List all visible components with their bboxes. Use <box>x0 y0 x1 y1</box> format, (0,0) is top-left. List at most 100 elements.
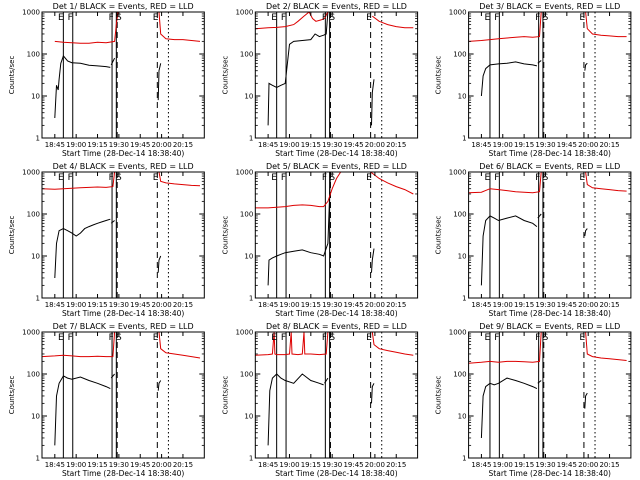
x-tick-label: 20:00 <box>365 301 385 309</box>
event-marker-label: E <box>58 13 64 23</box>
y-tick-label: 1000 <box>22 9 40 17</box>
event-marker-label: S <box>543 13 549 23</box>
event-marker-label: E <box>153 173 159 183</box>
x-axis-label: Start Time (28-Dec-14 18:38:40) <box>62 469 184 478</box>
events-series-line <box>267 172 331 286</box>
event-marker-label: E <box>153 13 159 23</box>
panel-title: Det 5/ BLACK = Events, RED = LLD <box>266 162 407 171</box>
x-tick-label: 20:00 <box>151 301 171 309</box>
y-tick-label: 10 <box>458 93 467 101</box>
x-tick-label: 19:15 <box>87 461 107 469</box>
x-tick-label: 18:45 <box>258 141 278 149</box>
y-tick-label: 100 <box>27 211 40 219</box>
x-tick-label: 18:45 <box>471 461 491 469</box>
x-tick-label: 19:00 <box>279 141 299 149</box>
x-tick-label: 19:15 <box>301 141 321 149</box>
x-tick-label: 18:45 <box>45 461 65 469</box>
x-tick-label: 19:30 <box>322 301 342 309</box>
y-tick-label: 10 <box>458 253 467 261</box>
x-tick-label: 19:45 <box>343 141 363 149</box>
event-marker-label: F <box>68 333 73 343</box>
y-axis-label: Counts/sec <box>8 56 16 95</box>
x-axis-label: Start Time (28-Dec-14 18:38:40) <box>275 309 397 318</box>
events-series-line <box>480 61 538 97</box>
detector-panel-2: Det 2/ BLACK = Events, RED = LLD Start Ti… <box>221 2 419 158</box>
x-tick-label: 20:00 <box>365 461 385 469</box>
event-marker-label: E <box>58 333 64 343</box>
lld-series-line <box>468 172 542 194</box>
y-tick-label: 100 <box>240 371 253 379</box>
y-tick-label: 1000 <box>235 329 253 337</box>
events-series-line <box>584 228 588 237</box>
event-marker-label: S <box>329 333 335 343</box>
x-tick-label: 19:45 <box>557 301 577 309</box>
lld-series-line <box>585 12 627 38</box>
y-tick-label: 100 <box>240 51 253 59</box>
event-marker-label: F <box>68 173 73 183</box>
plot-frame <box>254 11 419 139</box>
y-tick-label: 100 <box>27 51 40 59</box>
events-series-line <box>371 383 375 404</box>
x-tick-label: 18:45 <box>45 141 65 149</box>
events-series-line <box>480 377 538 439</box>
x-tick-label: 19:00 <box>493 141 513 149</box>
plot-frame <box>41 171 205 299</box>
panel-title: Det 1/ BLACK = Events, RED = LLD <box>53 2 194 11</box>
events-series-line <box>110 373 115 379</box>
lld-series-line <box>585 332 627 361</box>
y-tick-label: 1 <box>462 295 466 303</box>
event-marker-label: F <box>281 333 286 343</box>
x-axis-label: Start Time (28-Dec-14 18:38:40) <box>62 149 184 158</box>
x-tick-label: 18:45 <box>258 461 278 469</box>
y-tick-label: 1 <box>36 135 40 143</box>
x-tick-label: 19:15 <box>301 461 321 469</box>
y-tick-label: 1 <box>462 135 466 143</box>
x-tick-label: 19:30 <box>535 301 555 309</box>
y-tick-label: 10 <box>31 253 40 261</box>
y-tick-label: 100 <box>453 211 466 219</box>
y-tick-label: 1 <box>36 295 40 303</box>
x-tick-label: 19:45 <box>130 141 150 149</box>
events-series-line <box>371 79 375 126</box>
x-tick-label: 19:00 <box>279 301 299 309</box>
y-tick-label: 1000 <box>449 329 467 337</box>
lld-series-line <box>158 12 201 42</box>
y-axis-label: Counts/sec <box>8 376 16 415</box>
event-marker-label: E <box>271 13 277 23</box>
x-axis-label: Start Time (28-Dec-14 18:38:40) <box>489 149 611 158</box>
plot-frame <box>254 171 419 299</box>
events-series-line <box>480 215 538 286</box>
x-tick-label: 20:15 <box>173 141 193 149</box>
event-marker-label: S <box>543 333 549 343</box>
y-tick-label: 1000 <box>449 169 467 177</box>
x-tick-label: 20:15 <box>599 141 619 149</box>
event-marker-label: S <box>329 13 335 23</box>
event-marker-label: E <box>579 333 585 343</box>
x-tick-label: 19:30 <box>535 461 555 469</box>
y-axis-label: Counts/sec <box>221 56 229 95</box>
y-axis-label: Counts/sec <box>435 56 443 95</box>
event-marker-label: F <box>281 13 286 23</box>
event-marker-label: F <box>535 173 540 183</box>
y-tick-label: 1 <box>249 135 253 143</box>
x-axis-label: Start Time (28-Dec-14 18:38:40) <box>62 309 184 318</box>
x-tick-label: 19:00 <box>66 301 86 309</box>
events-series-line <box>267 12 329 126</box>
x-tick-label: 19:30 <box>322 461 342 469</box>
event-marker-label: F <box>109 333 114 343</box>
events-series-line <box>54 218 111 279</box>
event-marker-label: E <box>366 13 372 23</box>
x-tick-label: 19:30 <box>109 461 129 469</box>
panel-title: Det 9/ BLACK = Events, RED = LLD <box>479 322 620 331</box>
lld-series-line <box>468 332 542 364</box>
lld-series-line <box>370 172 414 195</box>
panel-title: Det 6/ BLACK = Events, RED = LLD <box>479 162 620 171</box>
x-tick-label: 19:45 <box>343 461 363 469</box>
events-series-line <box>157 63 162 101</box>
lld-series-line <box>158 172 201 187</box>
lld-series-line <box>255 332 329 356</box>
x-axis-label: Start Time (28-Dec-14 18:38:40) <box>489 469 611 478</box>
x-tick-label: 19:15 <box>301 301 321 309</box>
plot-frame <box>468 11 632 139</box>
